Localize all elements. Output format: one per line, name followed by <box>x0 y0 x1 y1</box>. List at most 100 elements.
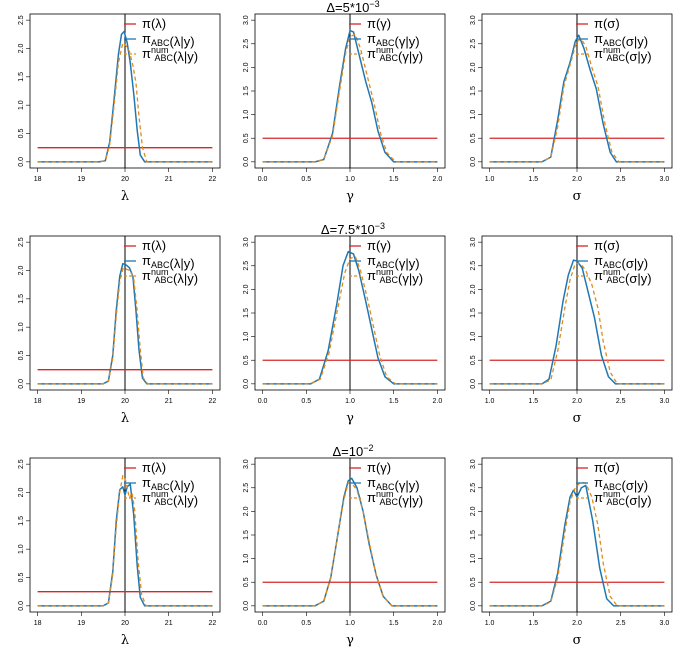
x-tick-label: 1.5 <box>389 620 399 627</box>
legend-entry-prior: π(γ) <box>367 16 391 31</box>
y-tick-label: 2.0 <box>470 506 477 516</box>
y-tick-label: 0.0 <box>470 379 477 389</box>
x-tick-label: 2.0 <box>433 398 443 405</box>
series-line-num <box>262 482 438 607</box>
legend-text-part: π(σ) <box>594 460 620 475</box>
legend-text-part: π <box>142 490 151 505</box>
panel-γ-row1: 0.00.51.01.52.02.53.00.0 0.5 1.0 1.5 2.0γπ(γ… <box>243 13 446 204</box>
legend-entry-abc: πABC(σ|y) <box>594 475 648 493</box>
legend-text-part: π(λ) <box>142 460 166 475</box>
x-tick-label: 2.0 <box>433 620 443 627</box>
x-tick-label: 2.0 <box>433 176 443 183</box>
series-line-num <box>489 481 665 607</box>
legend-text-part: π <box>367 268 376 283</box>
y-tick-label: 1.0 <box>470 554 477 564</box>
x-tick-label: 0.5 <box>301 398 311 405</box>
legend-text-part: (λ|y) <box>170 256 195 271</box>
panel-γ-row3: 0.00.51.01.52.02.53.00.0 0.5 1.0 1.5 2.0γπ(γ… <box>243 457 446 648</box>
y-tick-label: 1.5 <box>18 72 25 82</box>
legend-text-part: ABC <box>151 482 170 492</box>
y-tick-label: 0.5 <box>470 133 477 143</box>
y-tick-label: 1.0 <box>18 322 25 332</box>
y-tick-label: 2.5 <box>470 261 477 271</box>
legend-text-part: num <box>151 489 169 499</box>
legend-entry-num: πnum ABC(γ|y) <box>367 45 423 64</box>
row-title-exponent: −3 <box>369 0 379 9</box>
legend-entry-num: πnum ABC(σ|y) <box>594 45 652 64</box>
legend-text-part: ABC <box>376 38 395 48</box>
x-tick-label: 21 <box>165 620 173 627</box>
y-tick-label: 2.0 <box>243 62 250 72</box>
x-tick-label: 1.5 <box>528 398 538 405</box>
x-tick-label: 21 <box>165 398 173 405</box>
y-tick-label: 0.5 <box>243 355 250 365</box>
y-tick-label: 0.0 <box>18 157 25 167</box>
legend-entry-num: πnum ABC(λ|y) <box>142 45 198 64</box>
legend-text-part: (γ|y) <box>395 256 420 271</box>
y-tick-label: 1.0 <box>18 544 25 554</box>
legend-text-part: π <box>367 31 376 46</box>
legend-text-part: π <box>594 46 603 61</box>
x-tick-label: 1.0 <box>345 176 355 183</box>
x-tick-label: 1.0 <box>485 620 495 627</box>
legend-entry-prior: π(λ) <box>142 238 166 253</box>
series-line-abc <box>37 30 213 163</box>
legend-text-part: ABC <box>380 497 399 507</box>
legend-text-part: π <box>367 46 376 61</box>
x-tick-label: 2.5 <box>616 620 626 627</box>
legend-text-part: num <box>376 489 394 499</box>
x-tick-label: 19 <box>77 620 85 627</box>
x-tick-label: 0.5 <box>301 620 311 627</box>
legend-text-part: π <box>594 475 603 490</box>
legend-text-part: (λ|y) <box>173 493 198 508</box>
legend-entry-abc: πABC(γ|y) <box>367 31 420 49</box>
legend-text-part: ABC <box>380 275 399 285</box>
x-tick-label: 20 <box>121 176 129 183</box>
y-tick-label: 0.0 <box>243 379 250 389</box>
legend-text-part: π <box>142 31 151 46</box>
legend-text-part: ABC <box>380 53 399 63</box>
legend-text-part: num <box>603 267 621 277</box>
legend-text-part: num <box>376 45 394 55</box>
legend-text-part: ABC <box>603 38 622 48</box>
legend-text-part: π <box>367 490 376 505</box>
y-tick-label: 0.5 <box>243 577 250 587</box>
y-tick-label: 0.0 <box>18 379 25 389</box>
legend-text-part: ABC <box>607 275 626 285</box>
x-tick-label: 18 <box>34 176 42 183</box>
series-line-abc <box>37 483 213 607</box>
x-tick-label: 0.5 <box>301 176 311 183</box>
x-tick-label: 0.0 <box>258 398 268 405</box>
y-tick-label: 2.5 <box>243 483 250 493</box>
panel-λ-row2: 0.00.51.01.52.02.518 19 20 21 22λπ(λ)πABC(λ|… <box>18 235 221 426</box>
legend-text-part: π(γ) <box>367 460 391 475</box>
row-title-exponent: −2 <box>363 443 373 453</box>
x-tick-label: 3.0 <box>660 398 670 405</box>
legend-text-part: (γ|y) <box>395 34 420 49</box>
series-line-num <box>489 262 665 385</box>
legend-entry-prior: π(λ) <box>142 460 166 475</box>
y-tick-label: 2.0 <box>470 284 477 294</box>
y-tick-label: 3.0 <box>243 237 250 247</box>
legend-entry-abc: πABC(λ|y) <box>142 253 195 271</box>
panel-λ-row3: 0.00.51.01.52.02.518 19 20 21 22λπ(λ)πABC(λ|… <box>18 457 221 648</box>
series-line-abc <box>262 250 438 385</box>
legend-text-part: ABC <box>607 497 626 507</box>
x-tick-label: 20 <box>121 398 129 405</box>
y-tick-label: 1.5 <box>18 294 25 304</box>
x-tick-label: 2.5 <box>616 398 626 405</box>
y-tick-label: 2.5 <box>243 261 250 271</box>
row-title: Δ=7.5*10−3 <box>321 221 385 237</box>
y-tick-label: 2.0 <box>470 62 477 72</box>
x-axis-label: γ <box>346 633 354 648</box>
y-tick-label: 2.5 <box>470 483 477 493</box>
legend-text-part: ABC <box>603 482 622 492</box>
legend-entry-prior: π(σ) <box>594 460 620 475</box>
y-tick-label: 0.0 <box>470 601 477 611</box>
legend-entry-prior: π(γ) <box>367 460 391 475</box>
y-tick-label: 0.0 <box>243 157 250 167</box>
y-tick-label: 2.5 <box>243 39 250 49</box>
x-tick-label: 2.0 <box>572 398 582 405</box>
y-tick-label: 2.0 <box>18 266 25 276</box>
legend-entry-abc: πABC(γ|y) <box>367 253 420 271</box>
